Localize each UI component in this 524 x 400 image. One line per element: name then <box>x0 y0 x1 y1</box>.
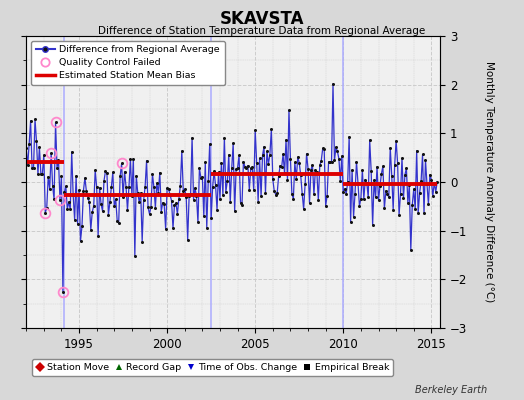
Text: Berkeley Earth: Berkeley Earth <box>415 385 487 395</box>
Text: SKAVSTA: SKAVSTA <box>220 10 304 28</box>
Text: Difference of Station Temperature Data from Regional Average: Difference of Station Temperature Data f… <box>99 26 425 36</box>
Legend: Station Move, Record Gap, Time of Obs. Change, Empirical Break: Station Move, Record Gap, Time of Obs. C… <box>32 359 393 376</box>
Y-axis label: Monthly Temperature Anomaly Difference (°C): Monthly Temperature Anomaly Difference (… <box>484 61 494 303</box>
